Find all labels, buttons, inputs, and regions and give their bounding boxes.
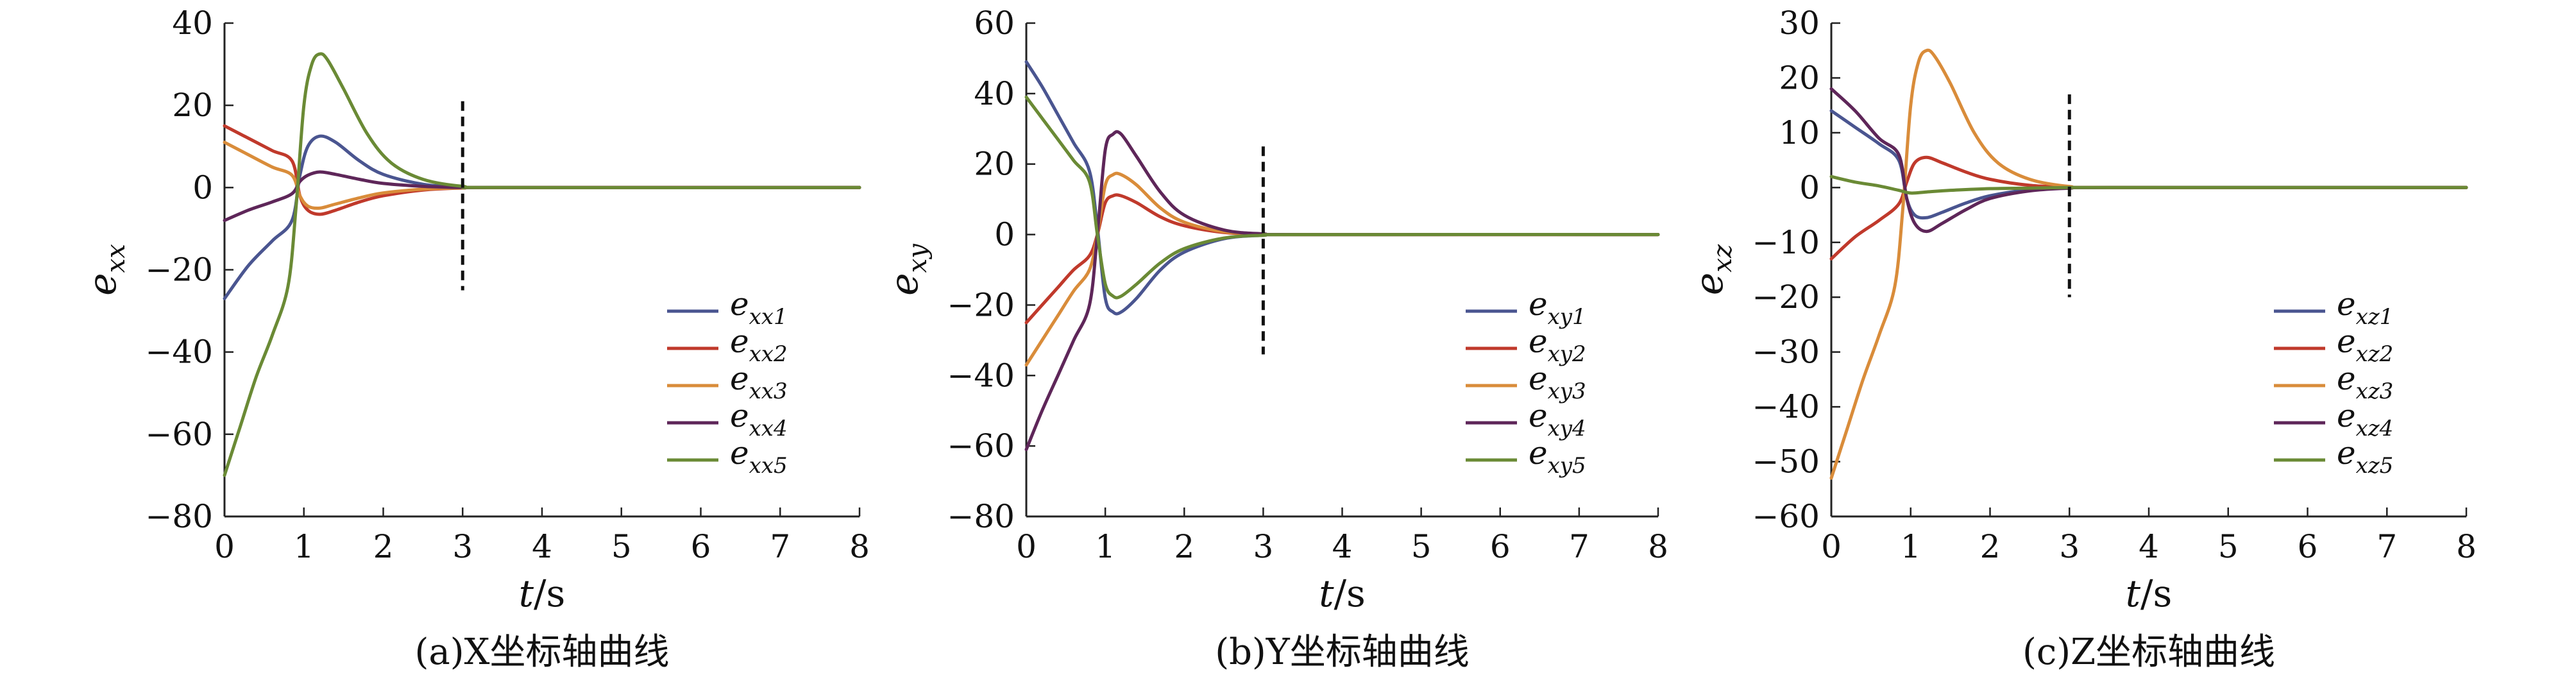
x-tick-label: 1 xyxy=(294,528,314,565)
series-line-xx3 xyxy=(223,141,861,210)
x-tick-label: 6 xyxy=(2298,528,2318,565)
y-tick-label: −20 xyxy=(1752,278,1820,316)
legend-label: exx1 xyxy=(730,286,788,330)
x-tick-label: 2 xyxy=(373,528,394,565)
y-tick-label: 0 xyxy=(994,216,1015,253)
legend-label: exy3 xyxy=(1529,360,1586,404)
series-line-xy1 xyxy=(1024,60,1660,316)
x-tick-label: 4 xyxy=(2139,528,2159,565)
y-tick-label: 30 xyxy=(1779,4,1820,42)
legend-label: exz3 xyxy=(2337,360,2393,404)
y-tick-label: −10 xyxy=(1752,224,1820,261)
y-tick-label: 40 xyxy=(974,75,1015,112)
panel-caption: (b)Y坐标轴曲线 xyxy=(1215,631,1470,673)
x-tick-label: 3 xyxy=(2059,528,2080,565)
x-axis-label: t/s xyxy=(1319,572,1366,615)
legend-label: exx4 xyxy=(730,397,788,441)
legend-label: exy1 xyxy=(1529,286,1586,330)
x-tick-label: 1 xyxy=(1095,528,1115,565)
legend-label: exy2 xyxy=(1529,323,1586,367)
y-tick-label: −80 xyxy=(145,498,213,535)
y-tick-label: −40 xyxy=(947,357,1015,394)
y-tick-label: −60 xyxy=(145,416,213,453)
x-tick-label: 4 xyxy=(1332,528,1353,565)
series-line-xx1 xyxy=(223,134,861,300)
legend-label: exy5 xyxy=(1529,434,1586,479)
y-tick-label: −20 xyxy=(947,286,1015,323)
series-line-xz5 xyxy=(1829,175,2468,195)
legend-label: exz4 xyxy=(2337,397,2393,441)
series-line-xy5 xyxy=(1024,95,1660,300)
series-line-xz1 xyxy=(1829,109,2468,220)
y-tick-label: −40 xyxy=(145,334,213,371)
y-tick-label: 40 xyxy=(172,4,213,42)
x-tick-label: 0 xyxy=(1016,528,1037,565)
series-line-xx5 xyxy=(223,52,861,477)
y-tick-label: −50 xyxy=(1752,443,1820,481)
x-tick-label: 3 xyxy=(452,528,473,565)
series-line-xz3 xyxy=(1829,48,2468,480)
y-axis-label: exx xyxy=(80,244,131,296)
legend-label: exz2 xyxy=(2337,323,2393,367)
x-tick-label: 3 xyxy=(1253,528,1273,565)
x-tick-label: 5 xyxy=(2218,528,2239,565)
y-tick-label: 20 xyxy=(1779,59,1820,96)
y-tick-label: −40 xyxy=(1752,388,1820,425)
series-line-xz2 xyxy=(1829,155,2468,260)
x-tick-label: 7 xyxy=(1569,528,1589,565)
legend-label: exz1 xyxy=(2337,286,2393,330)
x-tick-label: 5 xyxy=(1411,528,1432,565)
x-tick-label: 2 xyxy=(1174,528,1194,565)
x-tick-label: 0 xyxy=(1821,528,1842,565)
y-tick-label: 10 xyxy=(1779,114,1820,151)
series-line-xy3 xyxy=(1024,171,1660,367)
y-tick-label: −60 xyxy=(947,427,1015,465)
legend-label: exx5 xyxy=(730,434,788,479)
y-axis-label: exz xyxy=(1687,244,1738,295)
x-tick-label: 8 xyxy=(849,528,870,565)
x-tick-label: 7 xyxy=(770,528,790,565)
panel-caption: (a)X坐标轴曲线 xyxy=(415,631,670,673)
series-line-xx2 xyxy=(223,124,861,216)
x-tick-label: 2 xyxy=(1980,528,2001,565)
y-tick-label: −80 xyxy=(947,498,1015,535)
x-tick-label: 1 xyxy=(1901,528,1921,565)
y-tick-label: 60 xyxy=(974,4,1015,42)
x-tick-label: 6 xyxy=(1490,528,1511,565)
x-tick-label: 6 xyxy=(691,528,711,565)
panel-caption: (c)Z坐标轴曲线 xyxy=(2022,631,2275,673)
y-tick-label: 0 xyxy=(1799,169,1820,206)
legend-label: exz5 xyxy=(2337,434,2393,479)
chart-panel-1: 0 1 2 3 4 5 6 7 8 40 20 0 −20 −40 −60 −80 exx t/s exx1exx2… xyxy=(80,4,870,673)
x-tick-label: 0 xyxy=(214,528,235,565)
y-tick-label: −60 xyxy=(1752,498,1820,535)
x-tick-label: 8 xyxy=(1648,528,1668,565)
y-tick-label: 0 xyxy=(192,169,213,206)
y-axis-label: exy xyxy=(882,243,933,296)
x-tick-label: 4 xyxy=(532,528,552,565)
legend-label: exx3 xyxy=(730,360,788,404)
series-line-xz4 xyxy=(1829,87,2468,234)
y-tick-label: −30 xyxy=(1752,334,1820,371)
x-axis-label: t/s xyxy=(2126,572,2173,615)
y-tick-label: 20 xyxy=(974,146,1015,183)
x-axis-label: t/s xyxy=(519,572,566,615)
x-tick-label: 8 xyxy=(2456,528,2477,565)
chart-panel-3: 0 1 2 3 4 5 6 7 8 30 20 10 0 −10 −20 −30 −40 −50 −60 exz t/s… xyxy=(1687,4,2477,673)
x-tick-label: 7 xyxy=(2377,528,2397,565)
x-tick-label: 5 xyxy=(611,528,632,565)
legend-label: exx2 xyxy=(730,323,788,367)
y-tick-label: −20 xyxy=(145,251,213,289)
chart-panel-2: 0 1 2 3 4 5 6 7 86040200−20−40−60−80exyt/sexy1ex… xyxy=(882,4,1668,673)
y-tick-label: 20 xyxy=(172,87,213,124)
legend-label: exy4 xyxy=(1529,397,1586,441)
